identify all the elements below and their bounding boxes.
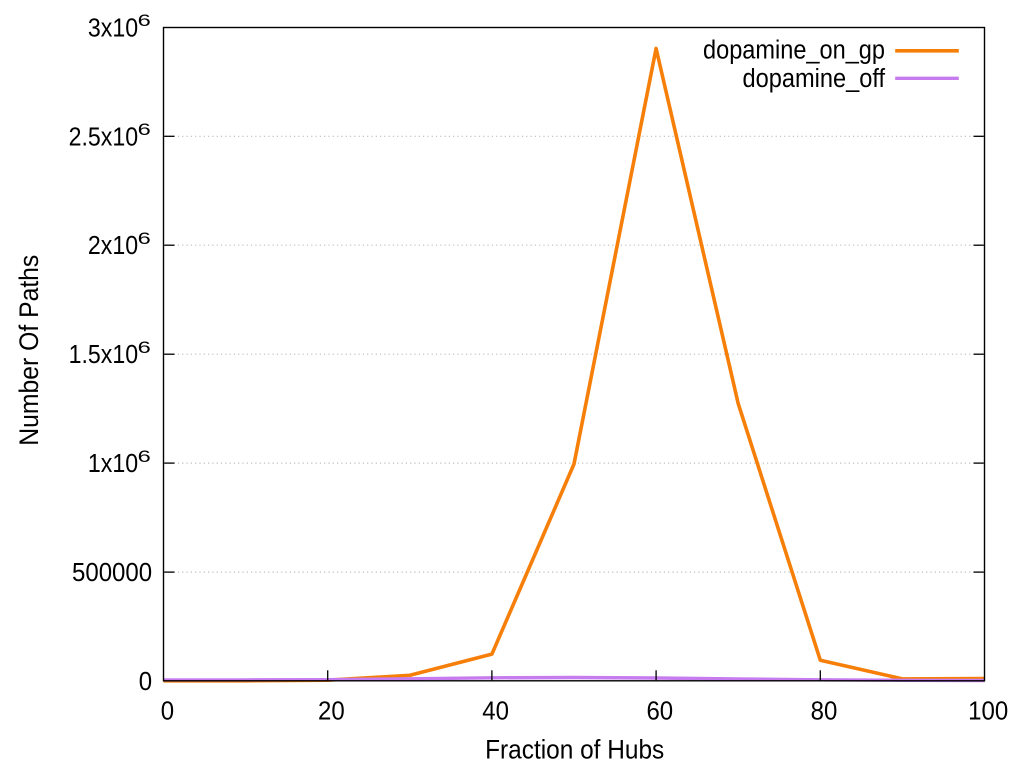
- svg-text:0: 0: [139, 666, 152, 696]
- svg-text:2x10: 2x10: [88, 230, 138, 260]
- svg-text:500000: 500000: [72, 557, 152, 587]
- svg-text:6: 6: [138, 447, 151, 466]
- svg-text:6: 6: [138, 338, 151, 357]
- svg-text:6: 6: [138, 229, 151, 248]
- svg-text:1.5x10: 1.5x10: [69, 339, 139, 369]
- svg-text:6: 6: [138, 120, 151, 139]
- svg-text:20: 20: [318, 696, 345, 726]
- svg-text:0: 0: [161, 696, 174, 726]
- svg-text:1x10: 1x10: [88, 448, 138, 478]
- svg-text:2.5x10: 2.5x10: [69, 121, 139, 151]
- svg-text:3x10: 3x10: [88, 12, 138, 42]
- svg-text:40: 40: [482, 696, 509, 726]
- svg-text:80: 80: [811, 696, 838, 726]
- svg-text:Fraction of Hubs: Fraction of Hubs: [485, 734, 664, 764]
- svg-text:dopamine_off: dopamine_off: [743, 63, 886, 93]
- svg-text:dopamine_on_gp: dopamine_on_gp: [703, 35, 885, 65]
- svg-text:6: 6: [138, 11, 151, 30]
- svg-text:Number Of Paths: Number Of Paths: [14, 255, 44, 446]
- svg-text:100: 100: [968, 696, 1008, 726]
- svg-text:60: 60: [646, 696, 673, 726]
